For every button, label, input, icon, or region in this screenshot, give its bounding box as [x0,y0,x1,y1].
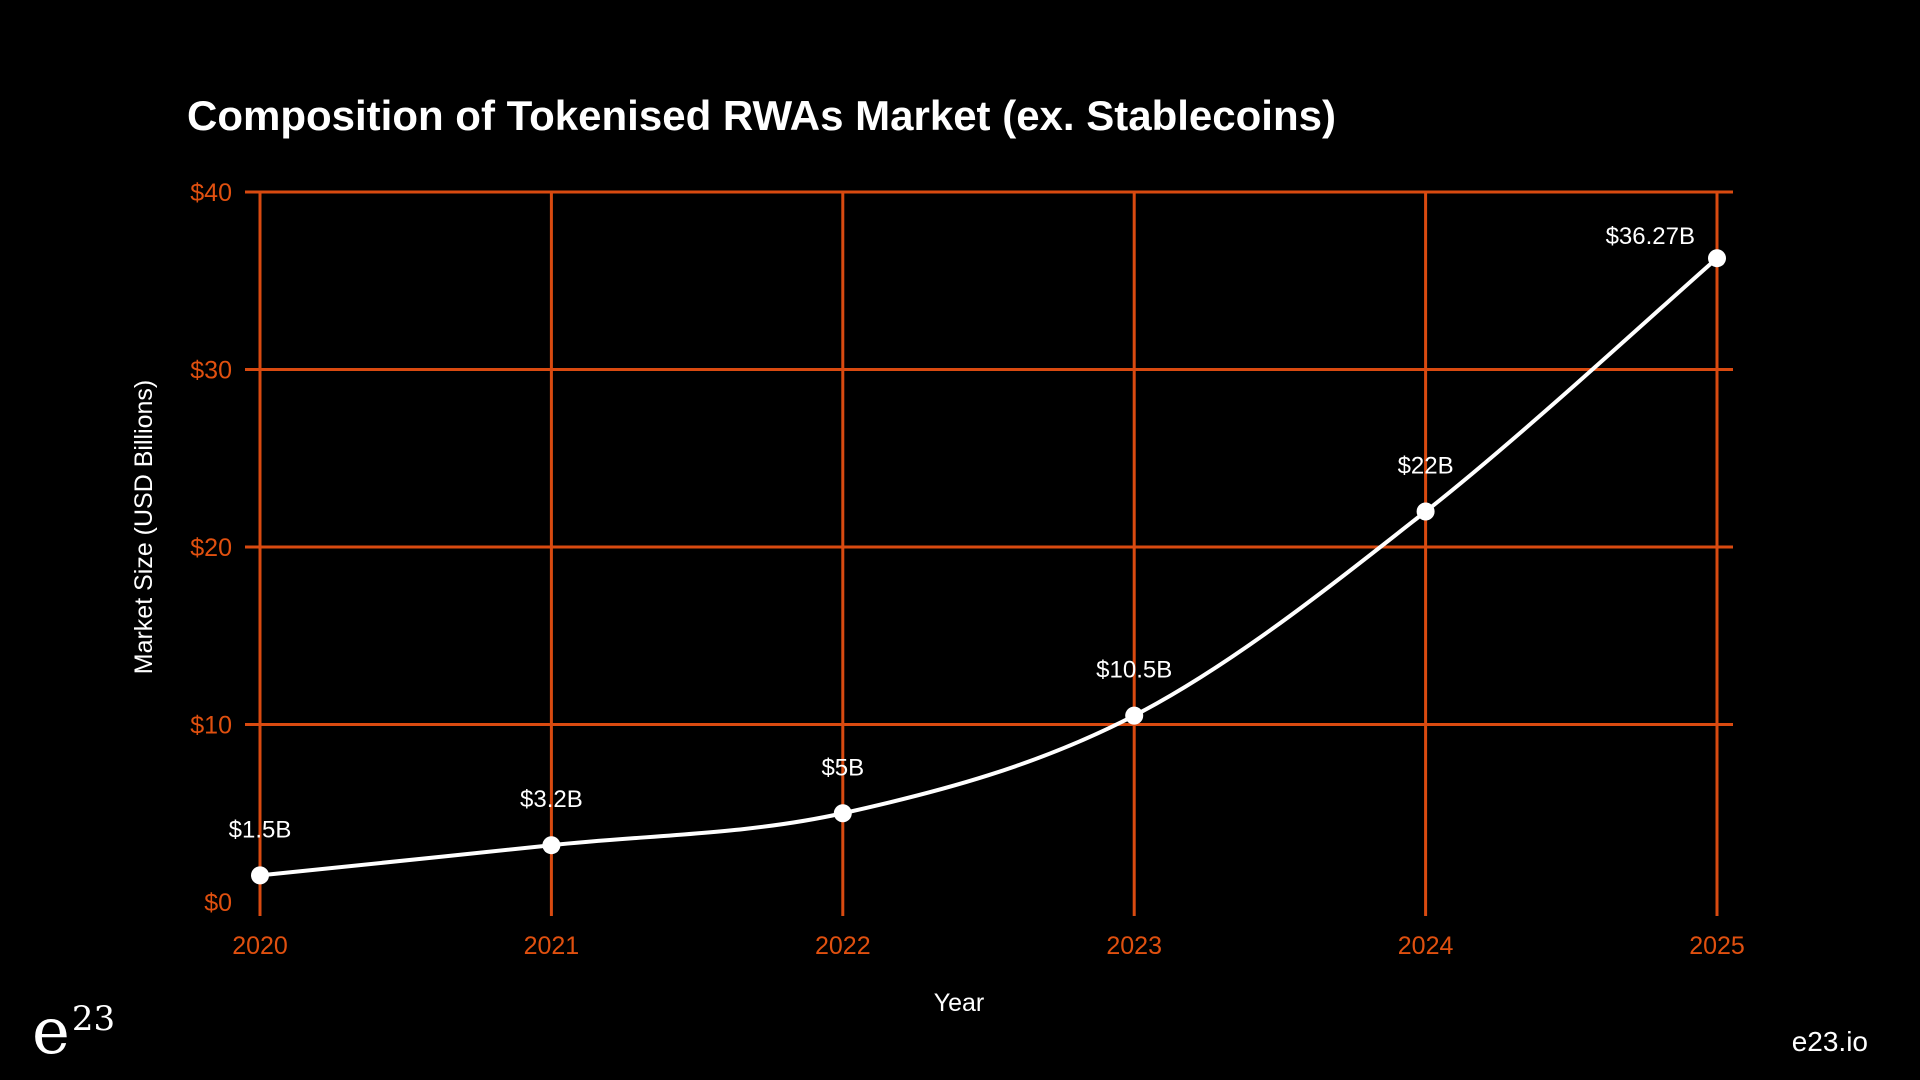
e23-logo: e23 [32,1000,115,1064]
y-axis-label: Market Size (USD Billions) [130,380,158,675]
data-point [1416,502,1435,521]
y-tick-label: $0 [204,889,232,917]
y-tick-label: $30 [190,357,232,385]
x-tick-label: 2020 [232,932,288,960]
y-tick-label: $40 [190,179,232,207]
site-url: e23.io [1791,1026,1868,1057]
x-axis-label: Year [934,989,985,1017]
data-label: $3.2B [520,786,583,813]
data-label: $1.5B [229,816,292,843]
data-point [1708,249,1726,268]
x-tick-label: 2024 [1398,932,1454,960]
logo-superscript: 23 [71,999,116,1039]
data-point [251,866,269,885]
y-tick-label: $10 [190,712,232,740]
data-label: $5B [821,754,864,781]
x-tick-label: 2023 [1106,932,1162,960]
x-tick-label: 2021 [524,932,580,960]
y-tick-label: $20 [190,534,232,562]
data-point [833,804,852,823]
logo-letter: e [32,995,70,1069]
data-point [542,836,561,855]
data-label: $10.5B [1096,657,1172,684]
data-label: $36.27B [1606,223,1695,250]
series-line [259,256,1719,878]
x-tick-label: 2025 [1689,932,1745,960]
data-point [1125,706,1144,725]
x-tick-label: 2022 [815,932,871,960]
data-label: $22B [1398,453,1454,480]
chart-title: Composition of Tokenised RWAs Market (ex… [187,92,1336,139]
